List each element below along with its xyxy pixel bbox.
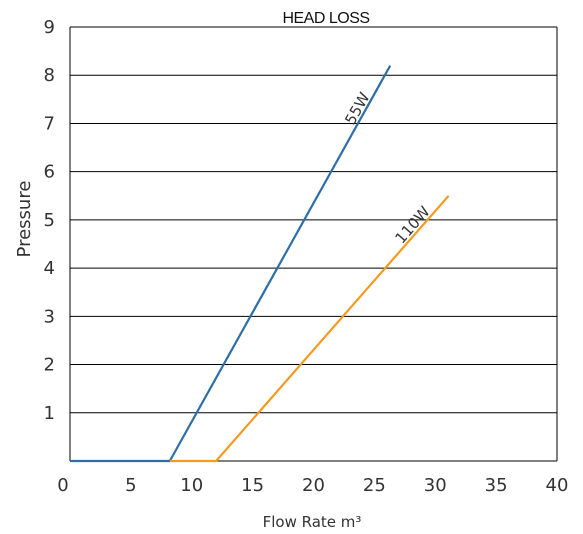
series-label-55w: 55W	[341, 89, 373, 128]
gridlines	[70, 26, 557, 414]
chart-title: HEAD LOSS	[282, 10, 369, 27]
x-tick-label-40: 40	[546, 475, 569, 496]
x-tick-label-0: 0	[57, 475, 68, 496]
y-tick-label-7: 7	[44, 113, 55, 134]
y-tick-label-9: 9	[44, 17, 55, 38]
series-line-55w	[70, 65, 392, 463]
x-tick-label-5: 5	[125, 475, 136, 496]
y-tick-label-4: 4	[44, 258, 55, 279]
series-line-110w	[169, 195, 450, 463]
x-tick-label-15: 15	[241, 475, 264, 496]
y-tick-label-1: 1	[44, 403, 55, 424]
x-tick-label-20: 20	[302, 475, 325, 496]
x-tick-label-25: 25	[363, 475, 386, 496]
x-tick-label-35: 35	[485, 475, 508, 496]
series-lines	[70, 65, 450, 463]
x-tick-label-30: 30	[424, 475, 447, 496]
series-label-110w: 110W	[392, 203, 434, 248]
labels: 1 2 3 4 5 6 7 8 9 0 5 10 15 20 25 30 35 40 55W 110W	[44, 17, 569, 496]
y-tick-label-5: 5	[44, 210, 55, 231]
y-tick-label-2: 2	[44, 355, 55, 376]
y-tick-label-8: 8	[44, 65, 55, 86]
y-tick-label-6: 6	[44, 162, 55, 183]
x-axis-label: Flow Rate m³	[263, 513, 362, 531]
x-tick-label-10: 10	[180, 475, 203, 496]
y-axis-label: Pressure	[14, 181, 35, 258]
plot-frame	[69, 27, 558, 462]
y-tick-label-3: 3	[44, 306, 55, 327]
